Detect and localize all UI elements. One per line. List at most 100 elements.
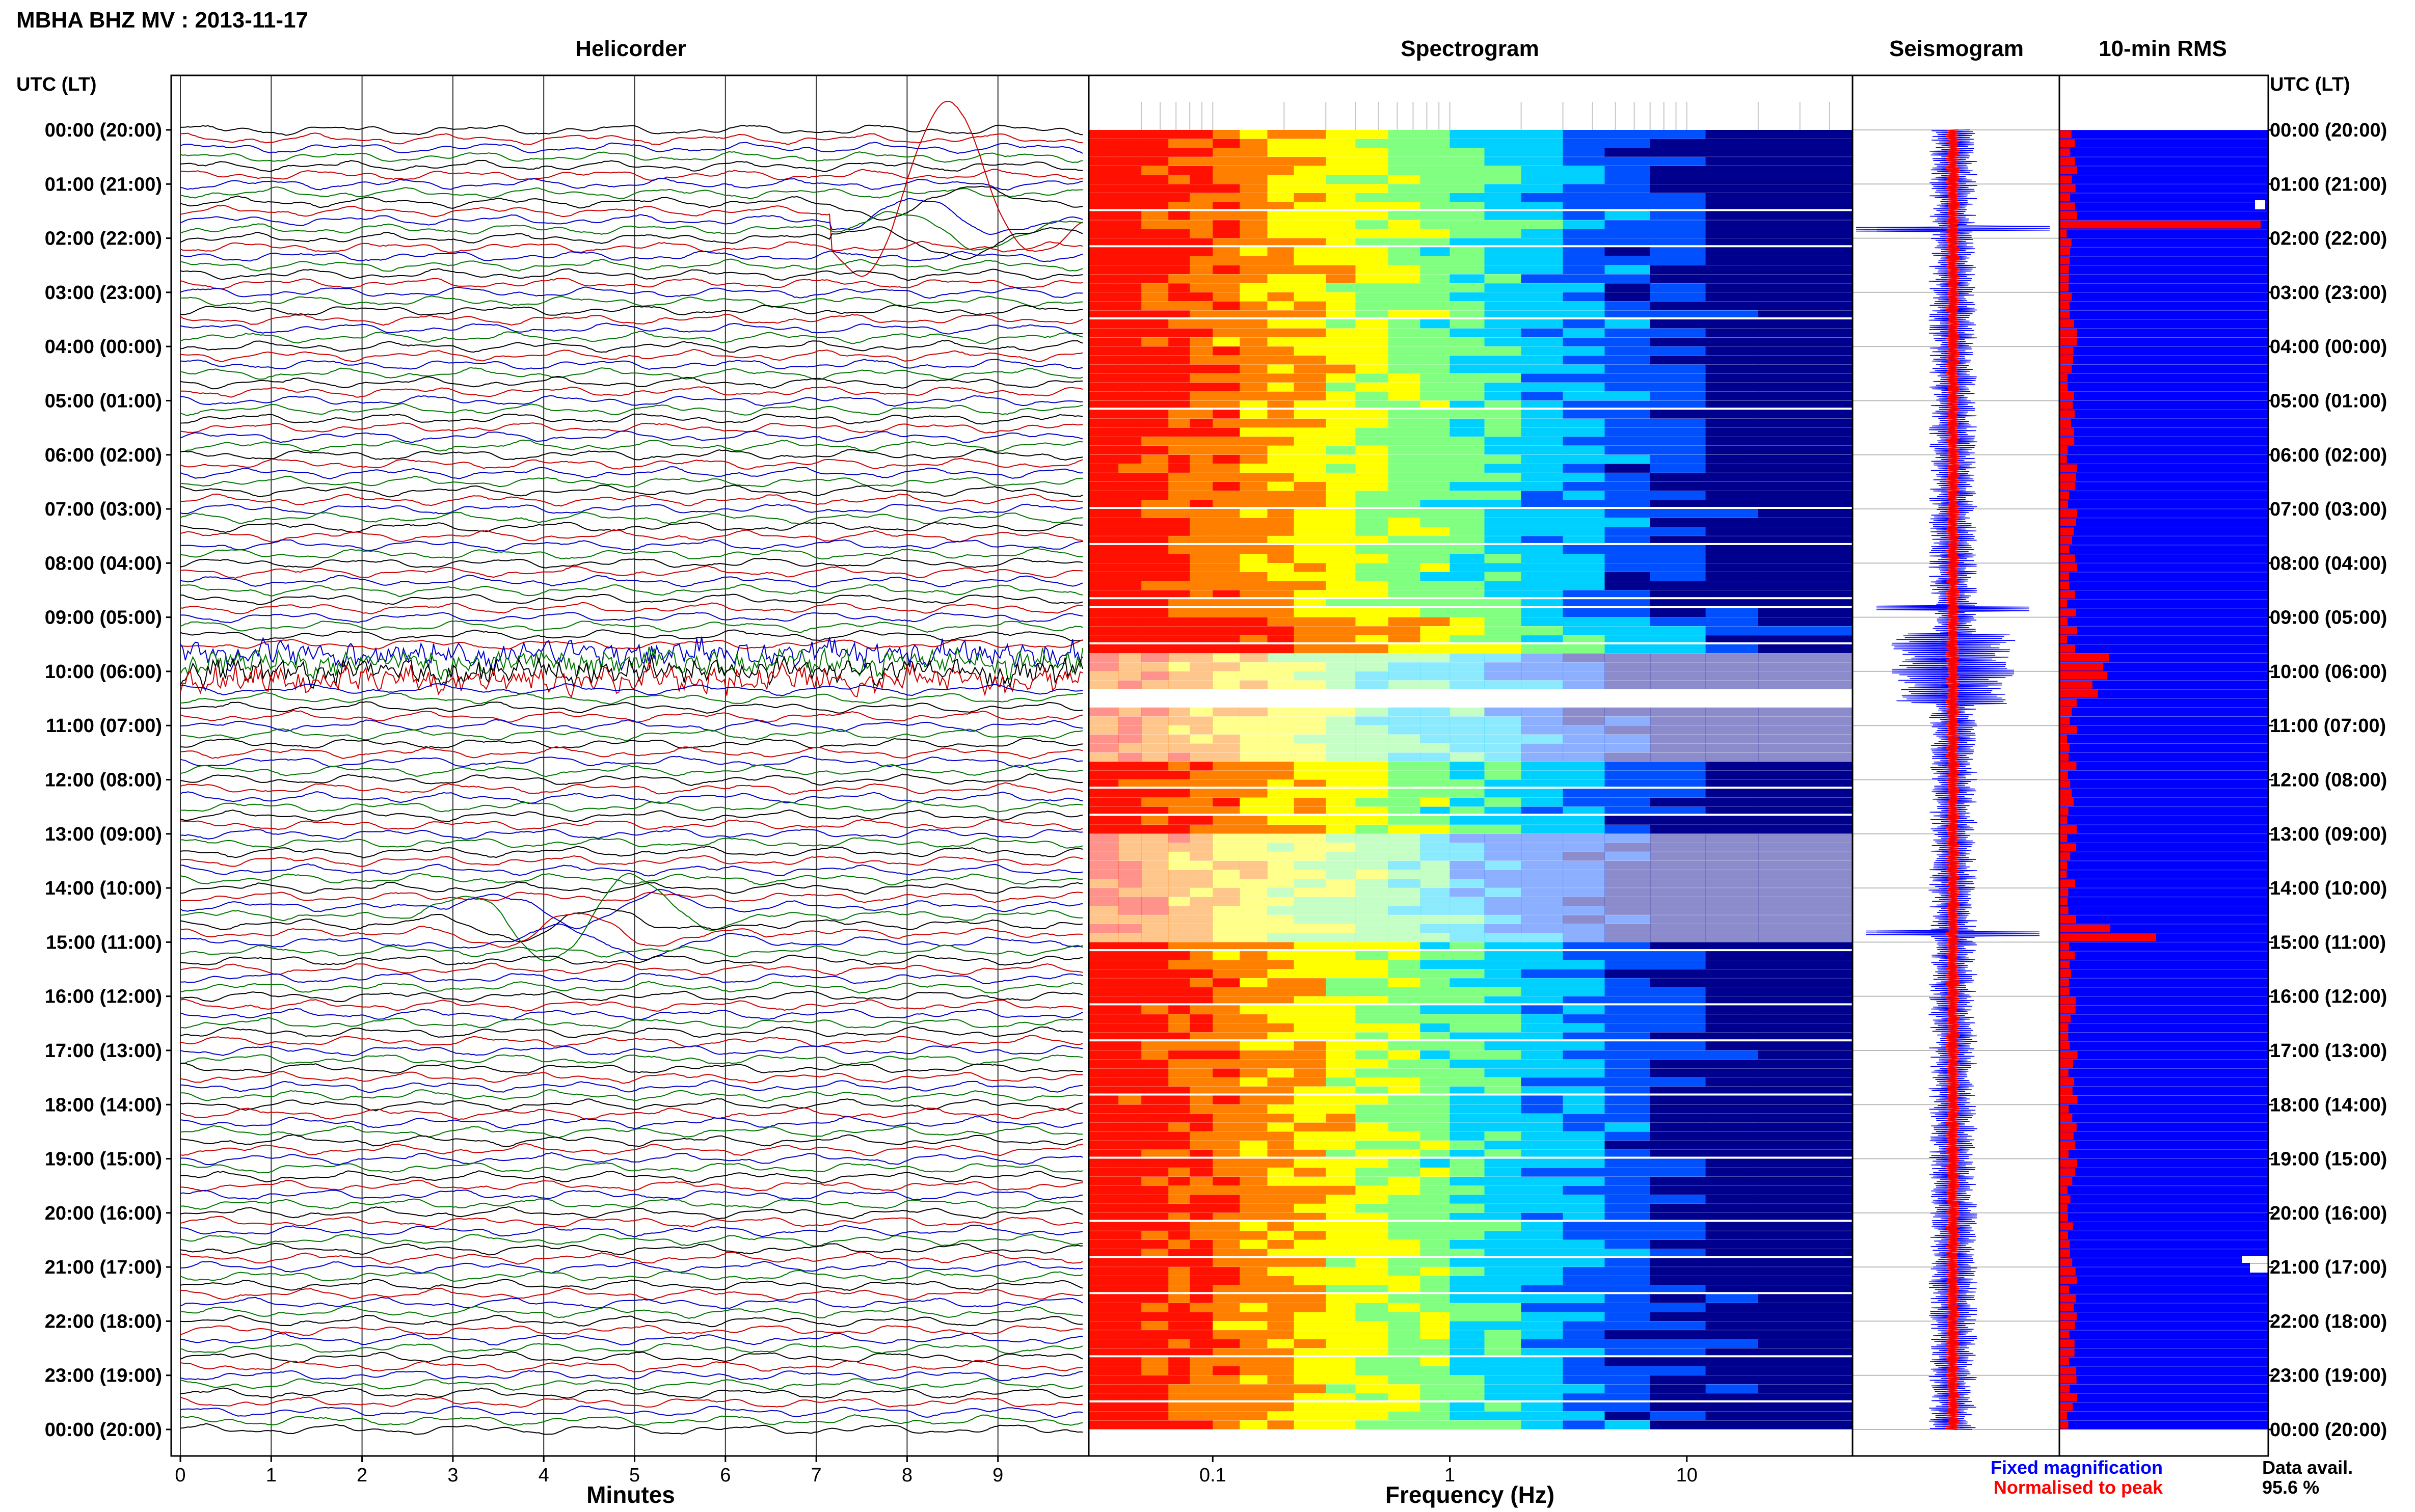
spectrogram-cell — [1388, 473, 1420, 482]
spectrogram-cell — [1450, 427, 1485, 437]
spectrogram-cell — [1650, 1258, 1706, 1267]
spectrogram-cell — [1650, 581, 1706, 590]
rms-bar — [2059, 1249, 2070, 1257]
spectrogram-cell — [1089, 1131, 1119, 1141]
spectrogram-cell — [1450, 247, 1485, 256]
spectrogram-cell — [1089, 373, 1119, 383]
spectrogram-cell — [1168, 1185, 1190, 1195]
spectrogram-cell — [1168, 491, 1190, 500]
spectrogram-cell — [1213, 1330, 1240, 1339]
left-time-label: 09:00 (05:00) — [45, 607, 162, 629]
spectrogram-cell — [1355, 888, 1389, 897]
spectrogram-cell — [1388, 202, 1420, 209]
spectrogram-cell — [1190, 1068, 1213, 1077]
spectrogram-cell — [1168, 536, 1190, 543]
spectrogram-cell — [1355, 1420, 1389, 1429]
spectrogram-cell — [1240, 1114, 1268, 1123]
rms-bar — [2059, 1060, 2073, 1068]
helicorder-trace — [180, 331, 1083, 344]
spectrogram-cell — [1190, 563, 1213, 572]
spectrogram-cell — [1240, 1122, 1268, 1132]
spectrogram-cell — [1326, 617, 1356, 626]
spectrogram-cell — [1388, 148, 1420, 157]
spectrogram-cell — [1213, 915, 1240, 924]
rms-bar — [2059, 1339, 2075, 1347]
spectrogram-cell — [1604, 148, 1651, 157]
spectrogram-cell — [1650, 1366, 1706, 1375]
spectrogram-cell — [1118, 599, 1142, 606]
spectrogram-cell — [1563, 527, 1605, 536]
spectrogram-cell — [1089, 1285, 1119, 1292]
spectrogram-cell — [1240, 229, 1268, 238]
spectrogram-cell — [1326, 1195, 1356, 1204]
spectrogram-cell — [1240, 752, 1268, 762]
spectrogram-cell — [1650, 346, 1706, 356]
spectrogram-cell — [1326, 915, 1356, 924]
spectrogram-cell — [1141, 833, 1169, 843]
spectrogram-cell — [1758, 454, 1853, 464]
spectrogram-cell — [1388, 1375, 1420, 1385]
spectrogram-cell — [1705, 789, 1759, 798]
spectrogram-cell — [1388, 662, 1420, 671]
spectrogram-cell — [1420, 364, 1451, 373]
spectrogram-cell — [1450, 680, 1485, 689]
spectrogram-cell — [1388, 410, 1420, 419]
spectrogram-cell — [1705, 1104, 1759, 1114]
spectrogram-cell — [1089, 364, 1119, 373]
spectrogram-cell — [1450, 1330, 1485, 1339]
spectrogram-cell — [1213, 779, 1240, 787]
spectrogram-cell — [1450, 1267, 1485, 1276]
spectrogram-cell — [1450, 1068, 1485, 1077]
spectrogram-cell — [1267, 563, 1295, 572]
spectrogram-cell — [1758, 725, 1853, 735]
spectrogram-cell — [1240, 1041, 1268, 1050]
spectrogram-cell — [1758, 473, 1853, 482]
spectrogram-cell — [1326, 1222, 1356, 1231]
spectrogram-cell — [1420, 130, 1451, 139]
spectrogram-cell — [1089, 879, 1119, 888]
spectrogram-cell — [1484, 545, 1522, 554]
spectrogram-cell — [1705, 1384, 1759, 1393]
rms-bar — [2059, 590, 2075, 599]
spectrogram-cell — [1355, 536, 1389, 543]
spectrogram-cell — [1294, 816, 1326, 825]
rms-bar — [2059, 1006, 2076, 1014]
spectrogram-cell — [1168, 915, 1190, 924]
spectrogram-cell — [1190, 1258, 1213, 1267]
spectrogram-cell — [1168, 608, 1190, 617]
spectrogram-cell — [1450, 653, 1485, 662]
helicorder-trace — [180, 304, 1083, 316]
spectrogram-cell — [1168, 816, 1190, 825]
spectrogram-cell — [1563, 617, 1605, 626]
spectrogram-cell — [1168, 996, 1190, 1004]
spectrogram-cell — [1650, 843, 1706, 852]
helicorder-trace — [180, 185, 1083, 221]
spectrogram-cell — [1141, 292, 1169, 302]
spectrogram-cell — [1240, 481, 1268, 491]
spectrogram-cell — [1388, 563, 1420, 572]
spectrogram-cell — [1355, 1122, 1389, 1132]
spectrogram-cell — [1388, 1095, 1420, 1104]
spectrogram-cell — [1168, 969, 1190, 978]
spectrogram-cell — [1705, 418, 1759, 428]
spectrogram-cell — [1294, 1185, 1326, 1195]
spectrogram-cell — [1758, 1285, 1853, 1292]
spectrogram-cell — [1563, 1420, 1605, 1429]
spectrogram-cell — [1267, 1267, 1295, 1276]
spectrogram-cell — [1420, 166, 1451, 175]
spectrogram-cell — [1650, 1231, 1706, 1240]
spectrogram-cell — [1563, 879, 1605, 888]
spectrogram-cell — [1141, 1312, 1169, 1321]
rms-bar — [2059, 1132, 2074, 1140]
rms-bar — [2059, 600, 2067, 608]
spectrogram-cell — [1240, 509, 1268, 518]
spectrogram-cell — [1388, 996, 1420, 1004]
spectrogram-cell — [1240, 987, 1268, 996]
spectrogram-cell — [1355, 563, 1389, 572]
spectrogram-cell — [1240, 220, 1268, 229]
spectrogram-cell — [1484, 1321, 1522, 1330]
spectrogram-cell — [1213, 563, 1240, 572]
spectrogram-cell — [1089, 1384, 1119, 1393]
spectrogram-cell — [1563, 942, 1605, 950]
